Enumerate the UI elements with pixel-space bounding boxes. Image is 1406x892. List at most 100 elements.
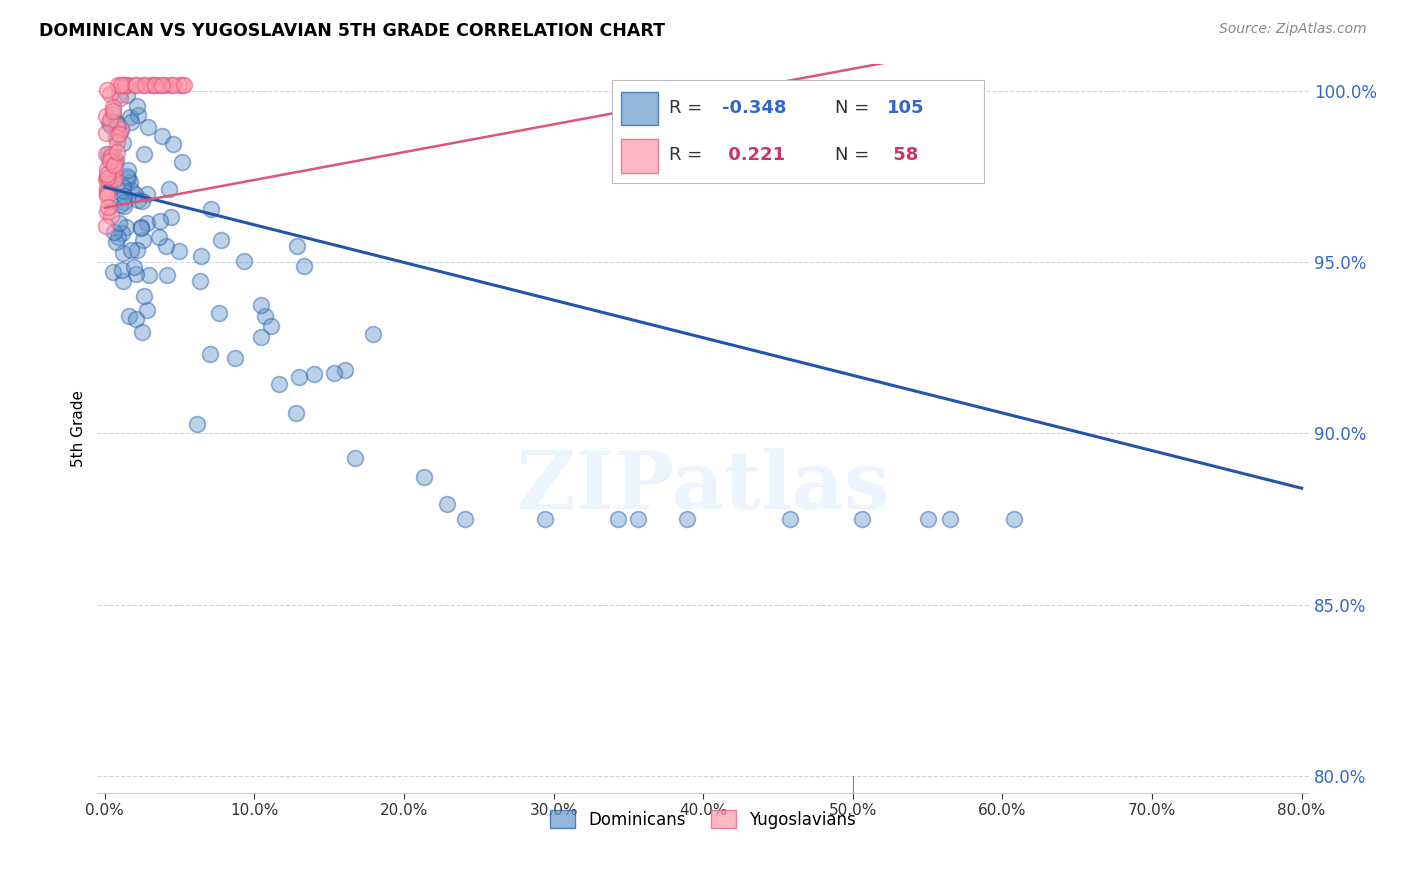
Point [96,167,118,181]
Point [162,78,184,92]
Point [105,235,128,249]
Text: 58: 58 [887,146,918,164]
Point [344,450,367,465]
Point [96,188,118,202]
Point [96,205,118,219]
Point [135,303,157,318]
Point [117,171,139,186]
Point [436,497,458,511]
Point [173,78,195,92]
Point [97,172,120,186]
Point [190,249,212,263]
Bar [621,92,658,126]
Point [134,78,156,92]
Point [98,87,121,101]
Point [111,262,134,277]
Point [120,183,142,197]
Point [136,187,159,202]
Point [115,219,138,234]
Text: R =: R = [669,100,709,118]
Point [150,78,173,92]
Text: N =: N = [835,100,875,118]
Point [110,226,132,240]
Point [96,162,118,177]
Point [98,113,121,128]
Point [96,219,118,234]
Point [103,150,125,164]
Point [149,214,172,228]
Point [96,181,118,195]
Point [111,246,134,260]
Point [96,171,118,186]
Point [127,107,149,121]
Point [138,268,160,282]
Point [100,150,122,164]
Point [136,120,159,135]
Point [104,170,127,185]
Point [117,163,139,178]
Point [107,78,129,92]
Point [129,220,152,235]
Point [105,115,128,129]
Point [125,311,148,326]
Point [111,78,134,92]
Point [127,193,149,207]
Point [103,173,125,187]
Point [131,325,153,339]
Point [105,135,128,149]
Point [112,195,135,210]
Point [118,175,141,189]
Point [156,268,179,282]
Point [136,216,159,230]
Legend: Dominicans, Yugoslavians: Dominicans, Yugoslavians [544,804,863,835]
Point [160,210,183,224]
Point [107,215,129,229]
Point [100,173,122,187]
Point [105,145,128,159]
Point [115,87,138,102]
Point [186,417,208,431]
Point [157,182,180,196]
Point [101,104,124,119]
Point [143,78,166,92]
Point [103,107,125,121]
Point [132,233,155,247]
Point [120,115,142,129]
Point [141,78,163,92]
Point [117,78,139,92]
Point [454,512,477,526]
Point [108,198,131,212]
Point [118,110,141,124]
Point [333,362,356,376]
Point [112,274,135,288]
Point [779,512,801,526]
Text: N =: N = [835,146,875,164]
Point [534,512,557,526]
Point [209,233,232,247]
Point [155,78,177,92]
Point [115,169,138,183]
Point [105,116,128,130]
Point [112,136,135,150]
Point [118,309,141,323]
Point [292,259,315,273]
Text: Source: ZipAtlas.com: Source: ZipAtlas.com [1219,22,1367,37]
Point [120,243,142,257]
Point [101,100,124,114]
Point [112,183,135,197]
Point [103,161,125,176]
Point [284,406,307,420]
Text: R =: R = [669,146,709,164]
Point [105,128,128,142]
Point [285,239,308,253]
Point [96,109,118,123]
Point [134,288,156,302]
Point [98,153,121,168]
Point [208,306,231,320]
Point [124,187,146,202]
Point [1002,512,1025,526]
Point [96,126,118,140]
Point [167,78,190,92]
Point [103,264,125,278]
Point [96,171,118,186]
